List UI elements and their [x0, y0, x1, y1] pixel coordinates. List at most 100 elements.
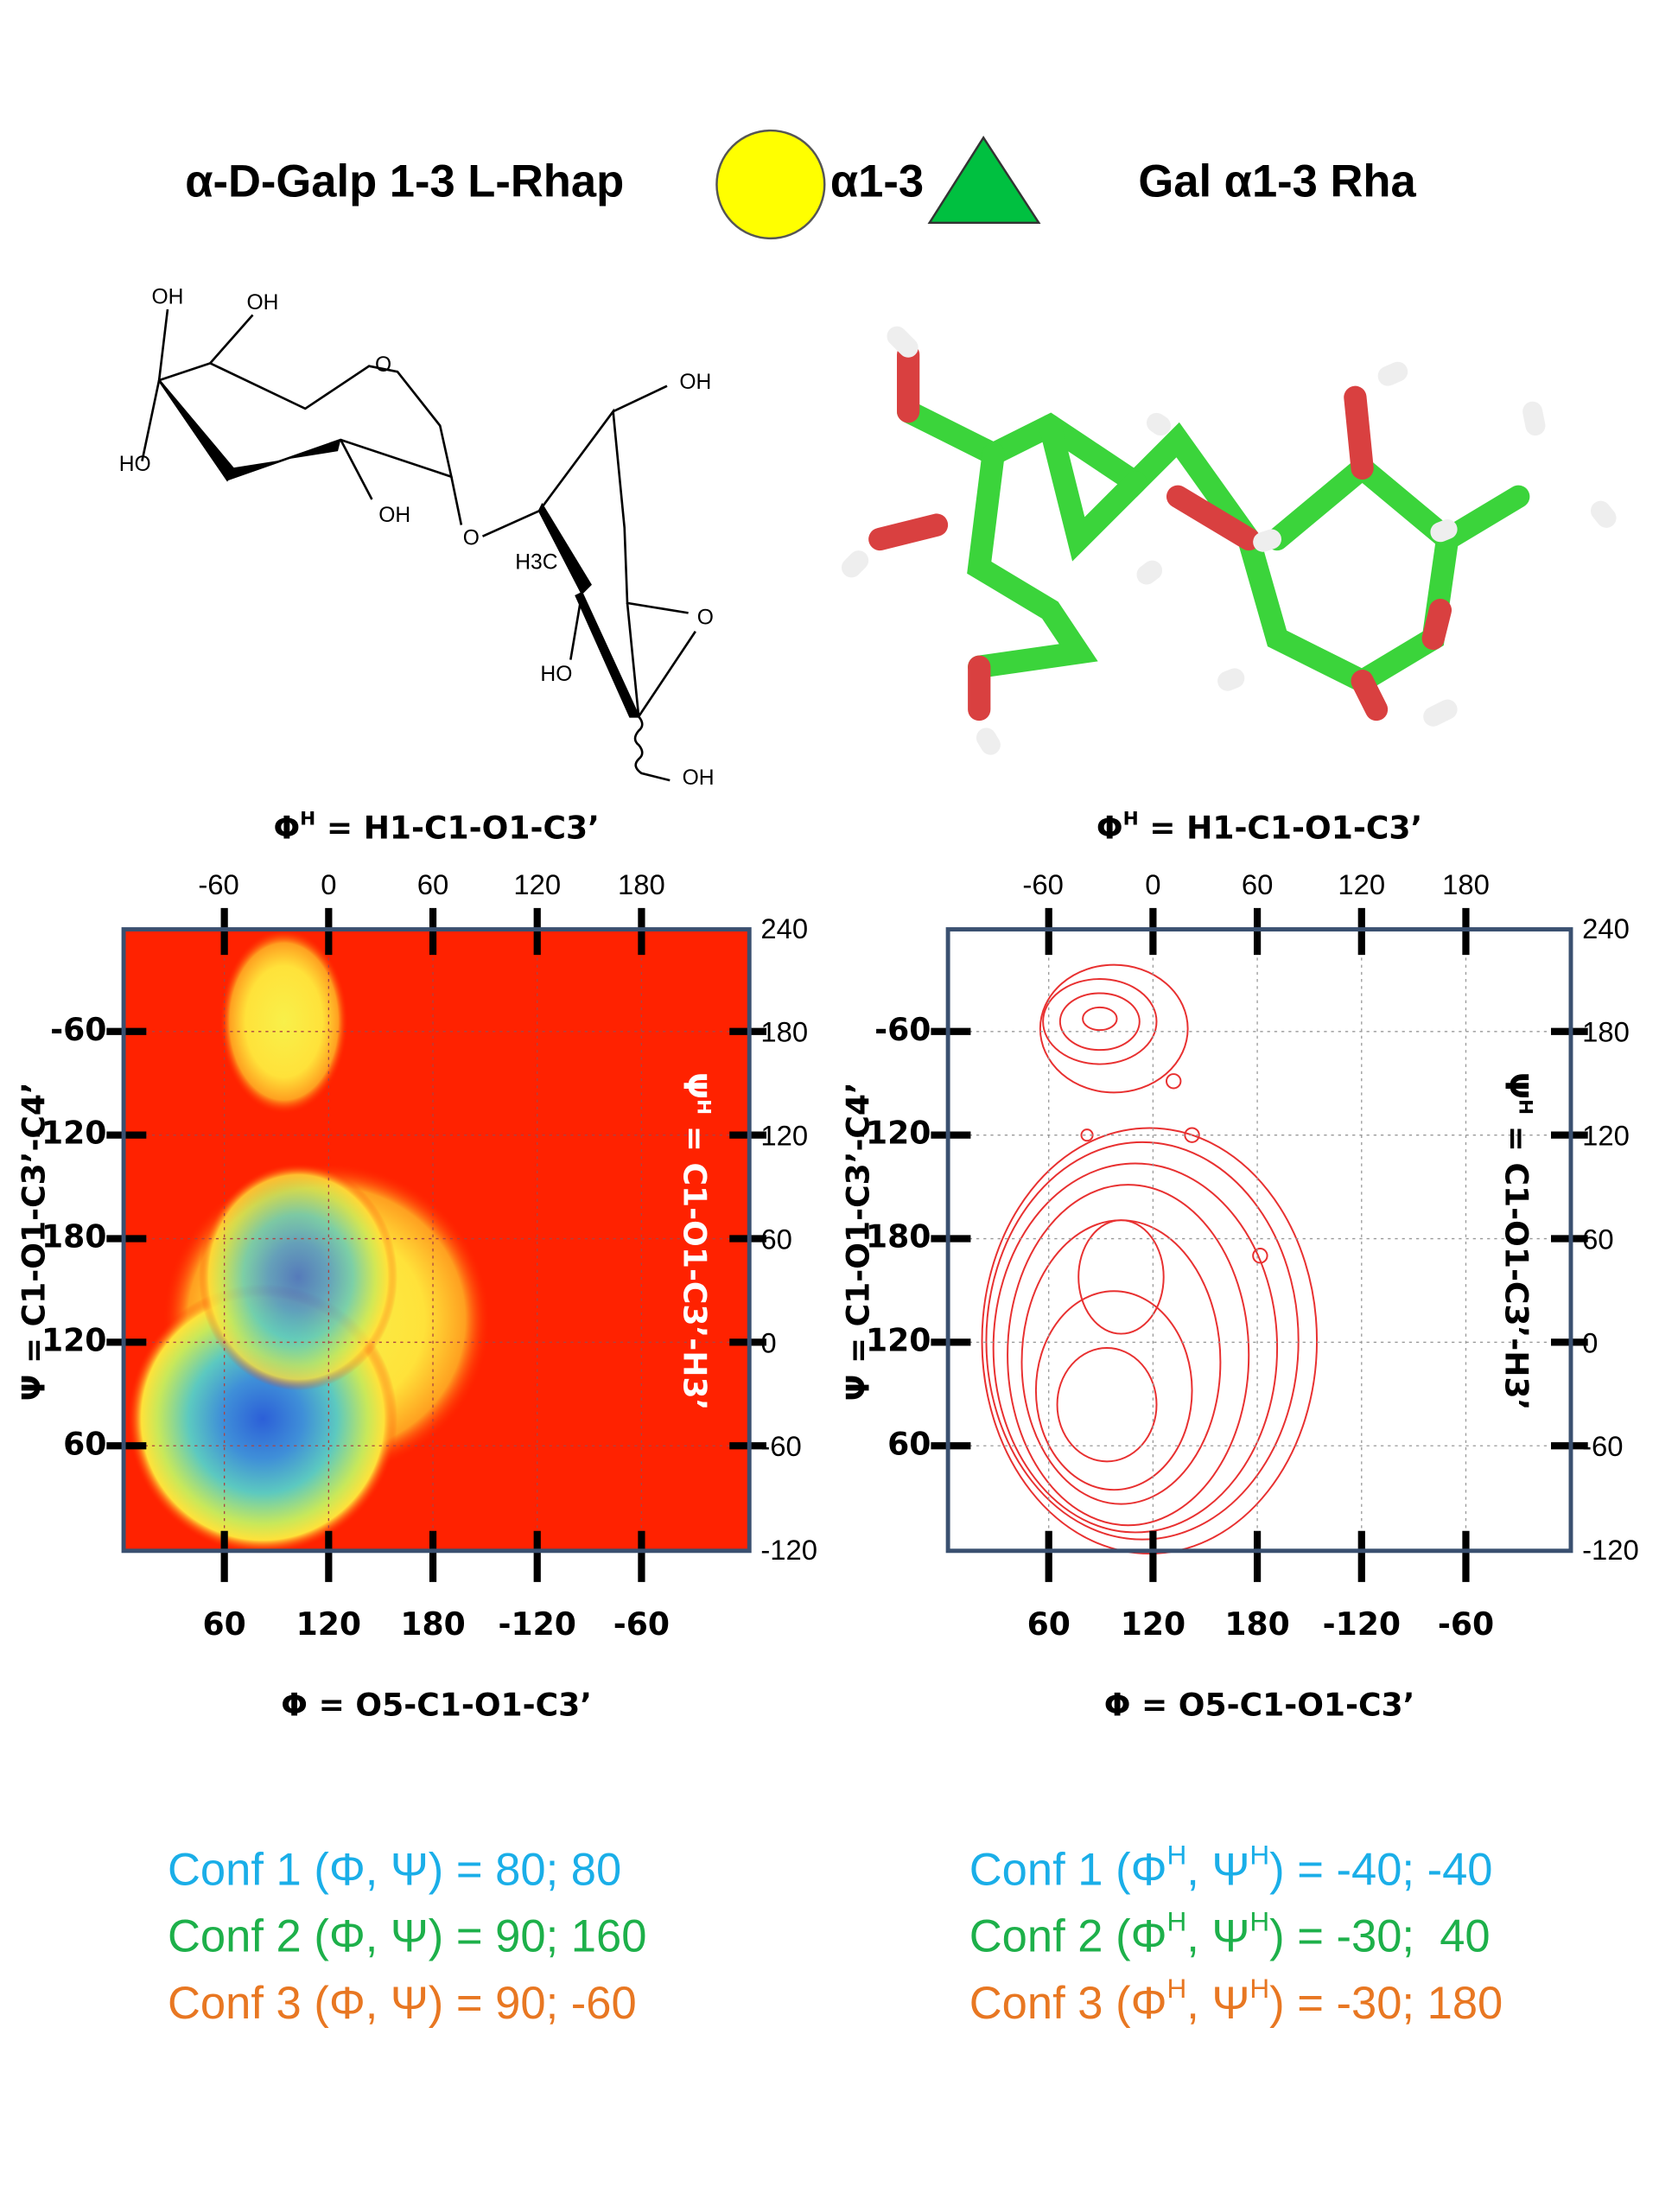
- top-tick-label: 120: [1338, 868, 1385, 900]
- left-tick-label: -120: [29, 1115, 106, 1152]
- atom-label: O: [697, 606, 714, 629]
- superscript: H: [1167, 1906, 1187, 1937]
- text-run: Conf 3 (Φ: [969, 1978, 1167, 2029]
- text-run: Ψ: [677, 1072, 714, 1099]
- superscript: H: [1249, 1906, 1269, 1937]
- left-tick-label: 120: [41, 1321, 106, 1358]
- galactose-symbol: [715, 129, 826, 240]
- left-tick-label: 120: [866, 1321, 931, 1358]
- right-tick-label: -120: [1582, 1534, 1639, 1566]
- atom-label: HO: [540, 663, 572, 686]
- left-tick-label: -120: [853, 1115, 931, 1152]
- linkage-label: α1-3: [830, 156, 924, 207]
- text-run: Φ: [273, 810, 300, 847]
- right-tick-label: -60: [760, 1430, 801, 1462]
- top-tick-label: 0: [321, 868, 336, 900]
- plots: -60 0 60 120 180 60 120 180 -120 -60 240 180 120 60 0 -…: [15, 808, 1639, 1723]
- text-run: Conf 2 (Φ: [969, 1911, 1167, 1962]
- plot: -60 0 60 120 180 60 120 180 -120 -60 240 180 120 60 0 -…: [839, 808, 1639, 1723]
- top-tick-label: -60: [198, 868, 238, 900]
- right-tick-label: 120: [760, 1120, 808, 1152]
- atom-label: OH: [247, 291, 279, 315]
- top-tick-label: 180: [1442, 868, 1490, 900]
- contour-background: [948, 929, 1571, 1551]
- bottom-tick-label: -120: [1323, 1605, 1401, 1643]
- text-run: , Ψ: [1186, 1978, 1249, 2029]
- top-tick-label: 0: [1145, 868, 1160, 900]
- atom-label: HO: [119, 453, 151, 476]
- top-tick-label: 60: [417, 868, 449, 900]
- right-tick-label: -120: [760, 1534, 817, 1566]
- right-tick-label: 240: [1582, 912, 1630, 944]
- superscript: H: [1167, 1973, 1187, 2004]
- text-run: Φ: [1096, 810, 1123, 847]
- left-axis-title: Ψ = C1-O1-C3’-C4’: [15, 1082, 52, 1401]
- rhamnose-symbol: [927, 136, 1041, 225]
- superscript: H: [1249, 1840, 1269, 1871]
- text-run: = C1-O1-C3’-H3’: [677, 1115, 714, 1410]
- text-run: Conf 2 (Φ, Ψ) = 90; 160: [168, 1911, 646, 1962]
- top-tick-label: 120: [513, 868, 561, 900]
- conformations: Conf 1 (Φ, Ψ) = 80; 80 Conf 2 (Φ, Ψ) = 90…: [168, 1840, 1503, 2029]
- bottom-tick-label: -60: [1438, 1605, 1494, 1643]
- text-run: , Ψ: [1186, 1911, 1249, 1962]
- atom-label: OH: [683, 766, 715, 790]
- conformation-line: Conf 1 (ΦH, ΨH) = -40; -40: [969, 1840, 1493, 1896]
- atom-label: O: [463, 526, 480, 550]
- title-right: Gal α1-3 Rha: [1138, 156, 1416, 207]
- superscript: H: [1167, 1840, 1187, 1871]
- plot-frame: [945, 927, 1573, 1554]
- top-tick-label: 180: [618, 868, 665, 900]
- left-tick-label: 60: [887, 1425, 931, 1462]
- bottom-axis-title: Φ = O5-C1-O1-C3’: [1104, 1686, 1415, 1723]
- bottom-tick-label: -60: [613, 1605, 670, 1643]
- bottom-axis-title: Φ = O5-C1-O1-C3’: [281, 1686, 592, 1723]
- bottom-tick-label: 180: [400, 1605, 465, 1643]
- atom-label: OH: [152, 285, 184, 308]
- atom-label: OH: [378, 504, 410, 527]
- text-run: ) = -40; -40: [1269, 1844, 1492, 1895]
- right-axis-title: ΨH = C1-O1-C3’-H3’: [677, 1072, 715, 1410]
- right-tick-label: 240: [760, 912, 808, 944]
- text-run: = H1-C1-O1-C3’: [1139, 810, 1423, 847]
- conformation-line: Conf 1 (Φ, Ψ) = 80; 80: [168, 1844, 621, 1895]
- bottom-tick-label: -120: [499, 1605, 576, 1643]
- contour-lines: [981, 963, 1319, 1555]
- conformation-line: Conf 2 (ΦH, ΨH) = -30; 40: [969, 1906, 1491, 1962]
- superscript: H: [693, 1099, 715, 1115]
- atom-label: H3C: [515, 550, 557, 574]
- top-axis-title: ΦH = H1-C1-O1-C3’: [273, 808, 599, 846]
- left-axis-title: Ψ = C1-O1-C3’-C4’: [839, 1082, 876, 1401]
- right-tick-label: -60: [1582, 1430, 1623, 1462]
- text-run: , Ψ: [1186, 1844, 1249, 1895]
- plot-frame: [121, 927, 752, 1554]
- title-left: α-D-Galp 1-3 L-Rhap: [185, 156, 624, 207]
- conformation-line: Conf 2 (Φ, Ψ) = 90; 160: [168, 1911, 646, 1962]
- left-tick-label: 180: [41, 1218, 106, 1255]
- left-tick-label: 180: [866, 1218, 931, 1255]
- heatmap-density: [127, 929, 490, 1554]
- left-tick-label: -60: [50, 1011, 106, 1048]
- text-run: Conf 1 (Φ: [969, 1844, 1167, 1895]
- top-axis-title: ΦH = H1-C1-O1-C3’: [1096, 808, 1422, 846]
- right-axis-title: ΨH = C1-O1-C3’-H3’: [1497, 1072, 1535, 1410]
- chemical-structure: [141, 308, 696, 782]
- plot: -60 0 60 120 180 60 120 180 -120 -60 240 180 120 60 0 -…: [15, 808, 817, 1723]
- superscript: H: [300, 808, 315, 830]
- right-tick-label: 120: [1582, 1120, 1630, 1152]
- top-tick-label: 60: [1242, 868, 1274, 900]
- bottom-tick-label: 60: [203, 1605, 246, 1643]
- text-run: = H1-C1-O1-C3’: [315, 810, 600, 847]
- conformation-line: Conf 3 (ΦH, ΨH) = -30; 180: [969, 1973, 1503, 2029]
- top-tick-label: -60: [1022, 868, 1063, 900]
- text-run: ) = -30; 180: [1269, 1978, 1503, 2029]
- text-run: Conf 1 (Φ, Ψ) = 80; 80: [168, 1844, 621, 1895]
- superscript: H: [1123, 808, 1139, 830]
- bottom-tick-label: 180: [1224, 1605, 1289, 1643]
- text-run: ) = -30; 40: [1269, 1911, 1490, 1962]
- right-tick-label: 180: [760, 1016, 808, 1048]
- molecule-3d: [841, 326, 1617, 755]
- text-run: = C1-O1-C3’-H3’: [1497, 1115, 1535, 1410]
